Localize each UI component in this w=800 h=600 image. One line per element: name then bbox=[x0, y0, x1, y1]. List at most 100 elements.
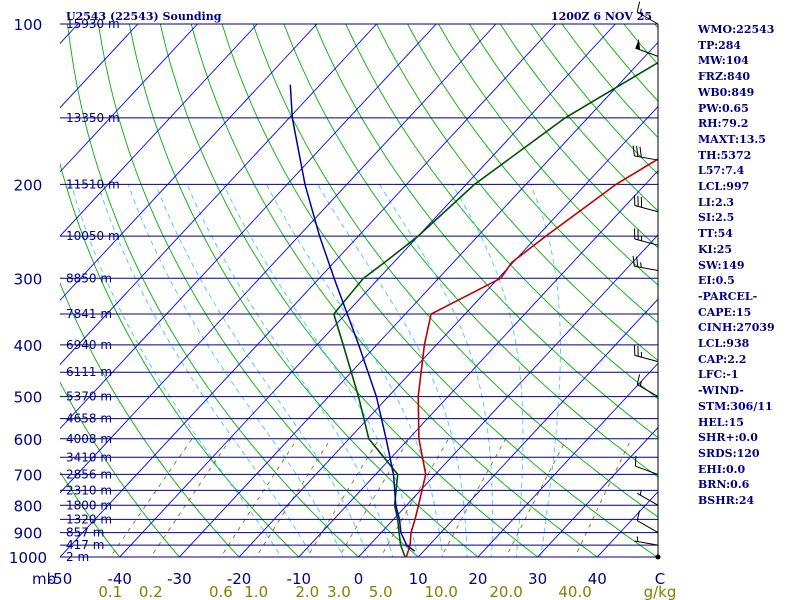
moist-adiabat-line bbox=[186, 184, 394, 557]
mixing-ratio-label: 5.0 bbox=[369, 583, 393, 600]
sounding-traces bbox=[289, 61, 658, 557]
isotherm-line bbox=[60, 24, 497, 494]
moist-adiabat-line bbox=[317, 184, 468, 557]
height-level-label: 417 m bbox=[66, 538, 104, 552]
mixing-ratio-line bbox=[150, 438, 232, 557]
wind-barb-staff bbox=[634, 265, 659, 271]
moist-adiabat-line bbox=[223, 184, 419, 557]
height-level-label: 15930 m bbox=[66, 17, 120, 31]
height-level-label: 2856 m bbox=[66, 467, 112, 481]
dry-adiabat-line bbox=[60, 162, 300, 557]
height-level-label: 11510 m bbox=[66, 177, 120, 191]
index-value: TP:284 bbox=[698, 38, 742, 52]
parcel-trace bbox=[289, 84, 416, 552]
index-value: TT:54 bbox=[698, 227, 733, 241]
wind-barb-staff bbox=[634, 238, 659, 246]
wind-barb-flag bbox=[639, 146, 642, 158]
index-value: -WIND- bbox=[698, 384, 744, 398]
mixing-ratio-label: 0.1 bbox=[98, 583, 122, 600]
mixing-ratio-line bbox=[220, 438, 298, 557]
height-level-label: 2310 m bbox=[66, 483, 112, 497]
temperature-unit-label: C bbox=[655, 570, 665, 588]
dry-adiabat-line bbox=[221, 24, 658, 557]
index-value: LCL:997 bbox=[698, 180, 750, 194]
temperature-tick-label: 20 bbox=[468, 570, 487, 588]
wind-barb-flag bbox=[636, 1, 641, 13]
moist-adiabat-line bbox=[127, 184, 344, 557]
dry-adiabat-line bbox=[190, 24, 599, 557]
isotherm-line bbox=[298, 170, 658, 557]
height-level-label: 2 m bbox=[66, 550, 89, 564]
index-value: L57:7.4 bbox=[698, 164, 745, 178]
temperature-tick-label: -20 bbox=[227, 570, 252, 588]
mixing-ratio-label: 10.0 bbox=[424, 583, 457, 600]
dry-adiabat-line bbox=[407, 24, 658, 324]
wind-barb-half-flag bbox=[640, 262, 642, 268]
wind-barb-staff bbox=[636, 384, 659, 397]
pressure-tick-label: 200 bbox=[14, 176, 43, 194]
index-value: PW:0.65 bbox=[698, 101, 749, 115]
index-value: BSHR:24 bbox=[698, 494, 755, 508]
pressure-tick-label: 800 bbox=[14, 497, 43, 515]
temperature-tick-label: 40 bbox=[588, 570, 607, 588]
height-level-label: 7841 m bbox=[66, 307, 112, 321]
dry-adiabat-line bbox=[345, 24, 658, 400]
isotherm-line bbox=[477, 362, 658, 557]
index-value: SRDS:120 bbox=[698, 446, 760, 460]
wind-barb-flag bbox=[632, 145, 635, 156]
dewpoint-trace bbox=[332, 61, 658, 557]
mixing-ratio-label: 1.0 bbox=[244, 583, 268, 600]
isotherm-line bbox=[357, 234, 658, 557]
index-value: CAPE:15 bbox=[698, 305, 752, 319]
mixing-ratio-line bbox=[574, 438, 632, 557]
temperature-tick-label: 30 bbox=[528, 570, 547, 588]
height-level-label: 857 m bbox=[66, 526, 104, 540]
dry-adiabat-line bbox=[376, 24, 658, 362]
wind-barb-staff bbox=[636, 492, 659, 506]
isotherm-line bbox=[60, 24, 318, 301]
pressure-tick-label: 900 bbox=[14, 525, 43, 543]
index-value: MAXT:13.5 bbox=[698, 132, 766, 146]
mixing-ratio-line bbox=[255, 438, 332, 557]
wind-barb-staff bbox=[636, 11, 659, 25]
mixing-ratio-line bbox=[505, 438, 567, 557]
isotherm-line bbox=[119, 24, 616, 557]
index-value: FRZ:840 bbox=[698, 70, 751, 84]
mixing-ratio-label: 0.2 bbox=[139, 583, 163, 600]
isotherm-line bbox=[60, 24, 557, 557]
index-value: STM:306/11 bbox=[698, 399, 773, 413]
height-level-label: 10050 m bbox=[66, 229, 120, 243]
height-level-label: 4008 m bbox=[66, 432, 112, 446]
height-level-label: 6111 m bbox=[66, 365, 112, 379]
isotherm-line bbox=[60, 24, 437, 430]
station-title: U2543 (22543) Sounding bbox=[66, 10, 222, 23]
moist-adiabat-line bbox=[451, 184, 524, 557]
dry-adiabat-line bbox=[60, 282, 240, 557]
wind-barb-flag bbox=[634, 455, 637, 467]
index-value: LCL:938 bbox=[698, 337, 750, 351]
wind-barb-staff bbox=[635, 465, 659, 475]
index-value: CAP:2.2 bbox=[698, 352, 747, 366]
dry-adiabat-line bbox=[252, 24, 658, 518]
temperature-tick-label: 10 bbox=[409, 570, 428, 588]
temperature-tick-label: -50 bbox=[48, 570, 73, 588]
index-value: TH:5372 bbox=[698, 148, 752, 162]
dry-adiabat-line bbox=[438, 24, 658, 286]
height-level-label: 1320 m bbox=[66, 512, 112, 526]
moist-adiabat-line bbox=[266, 184, 443, 557]
mixing-ratio-line bbox=[109, 438, 193, 557]
mixing-ratio-line bbox=[306, 438, 380, 557]
mixing-ratio-label: 0.6 bbox=[209, 583, 233, 600]
pressure-tick-label: 700 bbox=[14, 466, 43, 484]
moist-adiabat-line bbox=[155, 184, 369, 557]
index-value: MW:104 bbox=[698, 54, 749, 68]
temperature-trace bbox=[405, 158, 658, 557]
wind-barb-pennant bbox=[635, 38, 641, 50]
height-level-label: 8850 m bbox=[66, 271, 112, 285]
isotherm-line bbox=[60, 24, 198, 173]
pressure-tick-label: 400 bbox=[14, 337, 43, 355]
height-level-label: 5370 m bbox=[66, 390, 112, 404]
isotherm-line bbox=[0, 24, 18, 568]
